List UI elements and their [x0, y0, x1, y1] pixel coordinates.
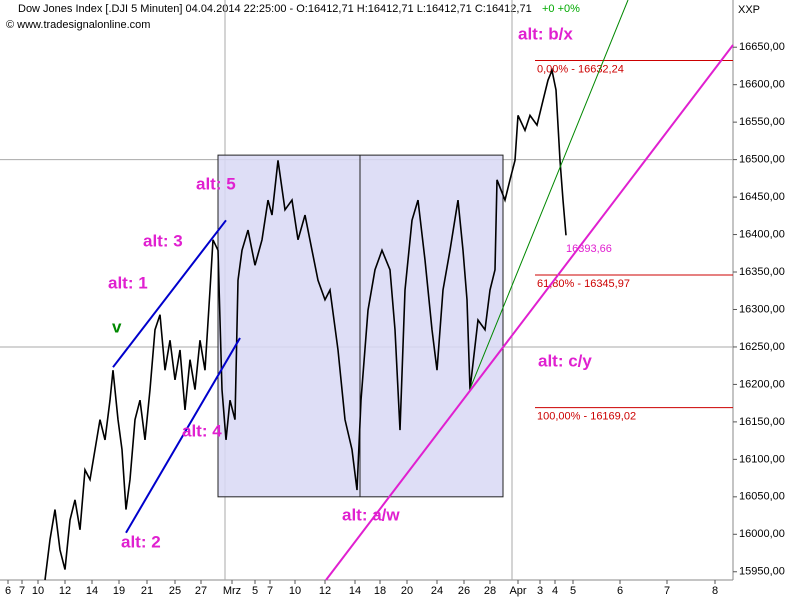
change: +0 +0% — [542, 3, 580, 15]
annotation: alt: 3 — [143, 231, 183, 250]
x-tick-label: 20 — [401, 585, 413, 597]
x-tick-label: Mrz — [223, 585, 241, 597]
x-tick-label: 21 — [141, 585, 153, 597]
y-tick-label: 16250,00 — [739, 341, 785, 353]
annotation: alt: a/w — [342, 505, 400, 524]
x-tick-label: 6 — [617, 585, 623, 597]
x-tick-label: 14 — [86, 585, 98, 597]
x-tick-label: 19 — [113, 585, 125, 597]
y-tick-label: 16550,00 — [739, 116, 785, 128]
trendline — [125, 337, 241, 534]
y-tick-label: 16600,00 — [739, 79, 785, 91]
x-tick-label: 14 — [349, 585, 361, 597]
price-line — [44, 67, 567, 581]
x-tick-label: 24 — [431, 585, 443, 597]
y-tick-label: 16050,00 — [739, 491, 785, 503]
trendline — [112, 219, 227, 368]
x-tick-label: 27 — [195, 585, 207, 597]
x-tick-label: 25 — [169, 585, 181, 597]
y-tick-label: 16200,00 — [739, 378, 785, 390]
trendline — [325, 44, 734, 581]
last-price-label: 16393,66 — [566, 243, 612, 255]
y-tick-label: 16350,00 — [739, 266, 785, 278]
copyright: © www.tradesignalonline.com — [6, 19, 150, 31]
x-tick-label: 3 — [537, 585, 543, 597]
axis-name: XXP — [738, 4, 760, 16]
x-tick-label: 5 — [570, 585, 576, 597]
trendline — [469, 0, 629, 390]
x-tick-label: Apr — [509, 585, 526, 597]
y-tick-label: 16450,00 — [739, 191, 785, 203]
y-tick-label: 16400,00 — [739, 228, 785, 240]
x-tick-label: 7 — [664, 585, 670, 597]
annotation: alt: 2 — [121, 532, 161, 551]
x-tick-label: 12 — [319, 585, 331, 597]
y-tick-label: 16650,00 — [739, 41, 785, 53]
x-tick-label: 8 — [712, 585, 718, 597]
x-tick-label: 28 — [484, 585, 496, 597]
x-tick-label: 4 — [552, 585, 558, 597]
annotation: alt: 5 — [196, 174, 236, 193]
y-tick-label: 15950,00 — [739, 566, 785, 578]
x-tick-label: 10 — [289, 585, 301, 597]
x-tick-label: 12 — [59, 585, 71, 597]
y-tick-label: 16150,00 — [739, 416, 785, 428]
x-tick-label: 7 — [267, 585, 273, 597]
fib-label: 100,00% - 16169,02 — [537, 411, 636, 423]
x-tick-label: 5 — [252, 585, 258, 597]
fib-label: 0,00% - 16632,24 — [537, 63, 624, 75]
annotation: alt: c/y — [538, 351, 592, 370]
fib-label: 61,80% - 16345,97 — [537, 278, 630, 290]
y-tick-label: 16300,00 — [739, 303, 785, 315]
y-tick-label: 16500,00 — [739, 154, 785, 166]
x-tick-label: 26 — [458, 585, 470, 597]
x-tick-label: 7 — [19, 585, 25, 597]
y-tick-label: 16000,00 — [739, 528, 785, 540]
annotation: alt: 4 — [182, 421, 222, 440]
y-tick-label: 16100,00 — [739, 453, 785, 465]
x-tick-label: 6 — [5, 585, 11, 597]
x-tick-label: 10 — [32, 585, 44, 597]
header: Dow Jones Index [.DJI 5 Minuten] 04.04.2… — [18, 3, 532, 15]
annotation: v — [112, 317, 122, 336]
annotation: alt: b/x — [518, 24, 573, 43]
x-tick-label: 18 — [374, 585, 386, 597]
annotation: alt: 1 — [108, 273, 148, 292]
